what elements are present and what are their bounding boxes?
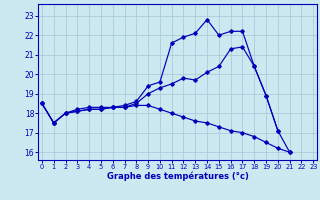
X-axis label: Graphe des températures (°c): Graphe des températures (°c) bbox=[107, 172, 249, 181]
